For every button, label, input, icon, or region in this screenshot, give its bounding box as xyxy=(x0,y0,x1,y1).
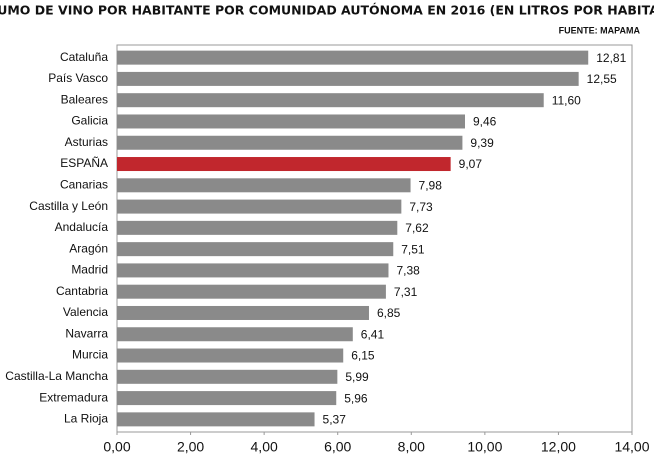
y-tick-label: Cataluña xyxy=(60,50,108,64)
value-label: 7,38 xyxy=(396,264,420,278)
x-tick-label: 12,00 xyxy=(541,439,576,455)
bar xyxy=(117,220,398,235)
bar xyxy=(117,114,465,129)
value-label: 12,55 xyxy=(587,72,617,86)
y-tick-label: Madrid xyxy=(71,263,108,277)
x-tick-label: 14,00 xyxy=(614,439,649,455)
value-label: 7,31 xyxy=(394,285,418,299)
bar xyxy=(117,50,589,65)
y-tick-label: La Rioja xyxy=(64,412,108,426)
bar xyxy=(117,71,579,86)
value-label: 9,46 xyxy=(473,115,497,129)
value-label: 9,07 xyxy=(459,157,483,171)
bar xyxy=(117,157,451,172)
bar xyxy=(117,412,315,427)
y-tick-label: Aragón xyxy=(69,241,108,255)
value-label: 6,41 xyxy=(361,327,385,341)
value-label: 7,62 xyxy=(405,221,429,235)
bar xyxy=(117,391,337,406)
value-label: 5,96 xyxy=(344,391,368,405)
y-tick-label: Castilla y León xyxy=(29,199,108,213)
y-tick-label: Cantabria xyxy=(56,284,108,298)
x-tick-label: 6,00 xyxy=(324,439,351,455)
bar xyxy=(117,284,386,299)
value-label: 7,98 xyxy=(419,178,443,192)
bar xyxy=(117,348,344,363)
bar xyxy=(117,199,402,214)
plot-frame xyxy=(116,44,633,433)
value-label: 11,60 xyxy=(552,93,581,107)
y-tick-label: Extremadura xyxy=(39,390,108,404)
value-label: 6,85 xyxy=(377,306,401,320)
x-tick-label: 10,00 xyxy=(467,439,502,455)
value-label: 6,15 xyxy=(351,349,375,363)
value-label: 7,51 xyxy=(401,242,425,256)
bar xyxy=(117,93,544,108)
bar xyxy=(117,369,338,384)
x-tick-label: 2,00 xyxy=(177,439,204,455)
y-tick-label: Castilla-La Mancha xyxy=(5,369,108,383)
y-tick-label: Andalucía xyxy=(55,220,109,234)
source: FUENTE: MAPAMA xyxy=(559,25,641,35)
value-label: 12,81 xyxy=(596,51,626,65)
bar xyxy=(117,263,389,278)
y-tick-label: Valencia xyxy=(63,305,108,319)
y-tick-label: Murcia xyxy=(72,348,108,362)
value-label: 7,73 xyxy=(409,200,433,214)
value-label: 5,99 xyxy=(345,370,369,384)
bar xyxy=(117,242,394,257)
chart-title: CONSUMO DE VINO POR HABITANTE POR COMUNI… xyxy=(0,3,654,18)
value-label: 9,39 xyxy=(470,136,494,150)
y-tick-label: Galicia xyxy=(71,114,108,128)
x-tick-label: 0,00 xyxy=(103,439,130,455)
y-tick-label: Navarra xyxy=(65,326,108,340)
y-tick-label: Canarias xyxy=(60,177,108,191)
y-tick-label: Asturias xyxy=(65,135,108,149)
bar xyxy=(117,178,411,193)
x-tick-label: 8,00 xyxy=(398,439,425,455)
bar xyxy=(117,327,353,342)
y-tick-label: Baleares xyxy=(61,92,108,106)
bar xyxy=(117,135,463,150)
y-tick-label: ESPAÑA xyxy=(60,156,108,170)
bar xyxy=(117,305,369,320)
value-label: 5,37 xyxy=(323,413,347,427)
y-tick-label: País Vasco xyxy=(48,71,108,85)
x-tick-label: 4,00 xyxy=(251,439,278,455)
